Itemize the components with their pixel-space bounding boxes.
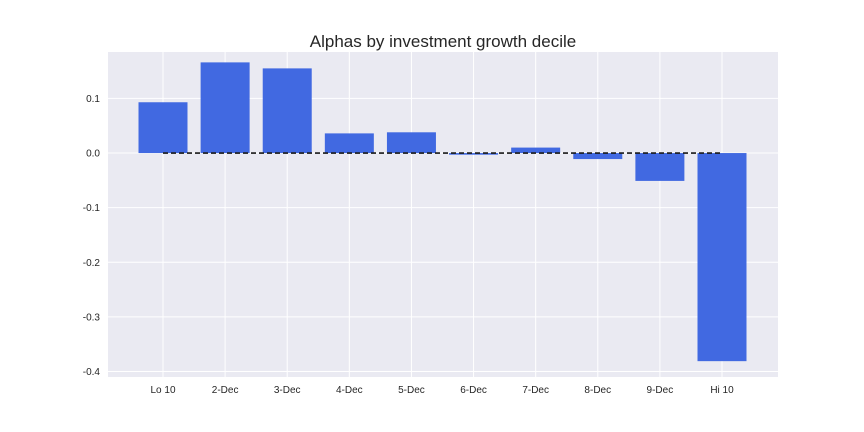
x-tick-label: 6-Dec — [460, 385, 487, 396]
chart-title: Alphas by investment growth decile — [310, 32, 576, 51]
x-tick-label: 8-Dec — [584, 385, 611, 396]
bar — [573, 153, 623, 160]
y-tick-label: 0.1 — [86, 94, 100, 105]
bar — [697, 153, 747, 362]
bar — [262, 68, 312, 154]
bar — [138, 102, 188, 154]
x-tick-label: 5-Dec — [398, 385, 425, 396]
y-tick-label: -0.3 — [83, 312, 101, 323]
x-tick-label: 9-Dec — [647, 385, 674, 396]
bar — [635, 153, 685, 181]
x-tick-label: 4-Dec — [336, 385, 363, 396]
y-tick-label: -0.1 — [83, 203, 101, 214]
bar — [449, 153, 499, 155]
y-tick-label: -0.2 — [83, 258, 101, 269]
bar — [324, 133, 374, 154]
y-tick-label: -0.4 — [83, 367, 101, 378]
x-tick-label: 2-Dec — [212, 385, 239, 396]
y-tick-labels: 0.1 0.0 -0.1 -0.2 -0.3 -0.4 — [83, 94, 101, 378]
bar — [386, 132, 436, 154]
x-tick-label: 7-Dec — [522, 385, 549, 396]
x-tick-label: 3-Dec — [274, 385, 301, 396]
bar — [200, 62, 250, 154]
x-tick-label: Lo 10 — [150, 385, 175, 396]
bars — [138, 62, 747, 362]
x-tick-labels: Lo 10 2-Dec 3-Dec 4-Dec 5-Dec 6-Dec 7-Dec 8-Dec… — [150, 385, 734, 396]
y-tick-label: 0.0 — [86, 149, 100, 160]
bar — [511, 147, 561, 154]
x-tick-label: Hi 10 — [710, 385, 734, 396]
